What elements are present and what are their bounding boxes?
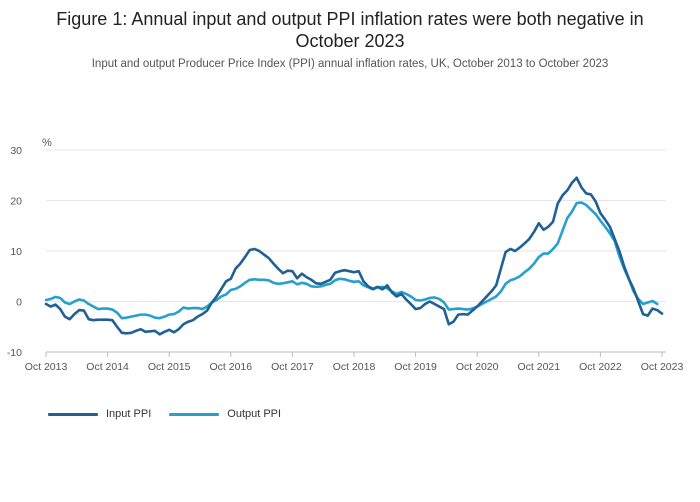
x-tick-label: Oct 2013 [25, 361, 68, 373]
output-ppi-line [44, 201, 659, 320]
y-tick-label: 0 [16, 297, 22, 309]
x-tick-label: Oct 2019 [394, 361, 437, 373]
y-axis-label: % [42, 137, 52, 149]
x-tick-label: Oct 2017 [271, 361, 314, 373]
x-tick-label: Oct 2021 [517, 361, 560, 373]
y-tick-label: -10 [7, 347, 22, 359]
x-tick-label: Oct 2018 [333, 361, 376, 373]
line-chart: -10 0 10 20 30% Oct 2013 Oct 2014 Oct 2015 Oct 2… [7, 137, 684, 373]
input-ppi-line [44, 176, 664, 336]
legend-label-output: Output PPI [227, 408, 282, 420]
x-tick-label: Oct 2020 [456, 361, 499, 373]
legend-item-input[interactable]: Input PPI [48, 408, 151, 420]
chart-subtitle: Input and output Producer Price Index (P… [91, 58, 609, 70]
x-tick-label: Oct 2016 [209, 361, 252, 373]
chart-legend: Input PPI Output PPI [48, 408, 299, 420]
legend-swatch-input [48, 412, 98, 416]
x-tick-label: Oct 2023 [641, 361, 684, 373]
chart-title-line-2: October 2023 [295, 31, 405, 51]
legend-swatch-output [169, 412, 220, 416]
y-tick-label: 30 [10, 145, 22, 157]
legend-item-output[interactable]: Output PPI [169, 408, 281, 420]
y-tick-label: 10 [10, 246, 22, 258]
y-tick-label: 20 [10, 196, 22, 208]
chart-title-line-1: Figure 1: Annual input and output PPI in… [56, 9, 644, 29]
x-tick-label: Oct 2015 [148, 361, 191, 373]
x-tick-label: Oct 2014 [86, 361, 129, 373]
legend-label-input: Input PPI [106, 408, 152, 420]
x-tick-label: Oct 2022 [579, 361, 622, 373]
chart-title: Figure 1: Annual input and output PPI in… [0, 8, 700, 52]
